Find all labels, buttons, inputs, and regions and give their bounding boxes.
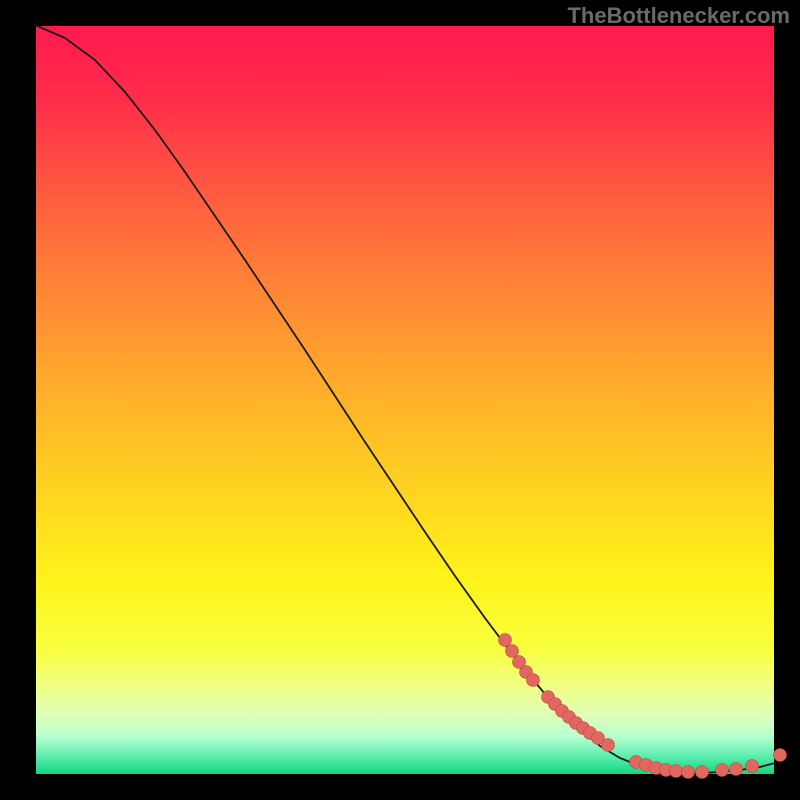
watermark-text: TheBottlenecker.com bbox=[567, 3, 790, 29]
data-marker bbox=[774, 749, 787, 762]
gradient-background bbox=[35, 25, 775, 775]
chart-container: TheBottlenecker.com bbox=[0, 0, 800, 800]
